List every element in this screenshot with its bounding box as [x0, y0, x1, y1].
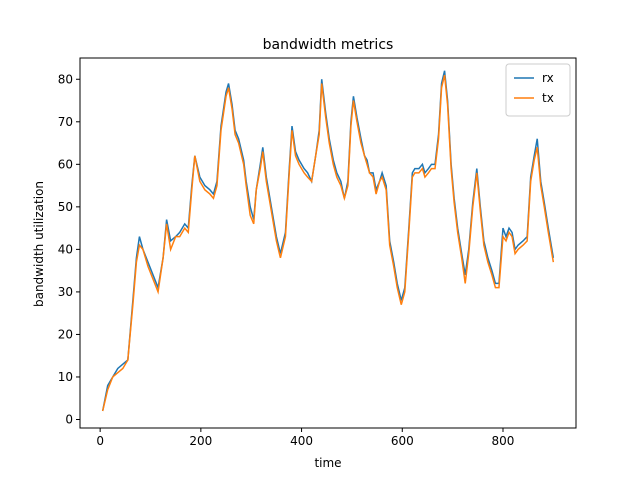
- y-tick-label: 60: [58, 157, 73, 171]
- chart-title: bandwidth metrics: [263, 37, 394, 53]
- x-axis-label: time: [314, 456, 341, 470]
- y-axis-label: bandwidth utilization: [32, 181, 46, 307]
- legend-label: rx: [542, 71, 554, 85]
- y-tick-label: 80: [58, 72, 73, 86]
- line-series: [101, 74, 555, 412]
- y-tick-label: 30: [58, 285, 73, 299]
- plot-frame: [79, 57, 577, 429]
- y-tick-label: 10: [58, 370, 73, 384]
- y-tick-label: 40: [58, 242, 73, 256]
- y-tick-label: 0: [65, 412, 73, 426]
- x-tick-label: 800: [492, 434, 515, 448]
- x-tick-label: 600: [391, 434, 414, 448]
- x-tick-label: 400: [290, 434, 313, 448]
- legend-box: [505, 63, 571, 117]
- y-tick-label: 70: [58, 115, 73, 129]
- x-tick-label: 0: [96, 434, 104, 448]
- y-tick-label: 20: [58, 327, 73, 341]
- y-tick-label: 50: [58, 200, 73, 214]
- legend-label: tx: [542, 91, 554, 105]
- x-tick-label: 200: [189, 434, 212, 448]
